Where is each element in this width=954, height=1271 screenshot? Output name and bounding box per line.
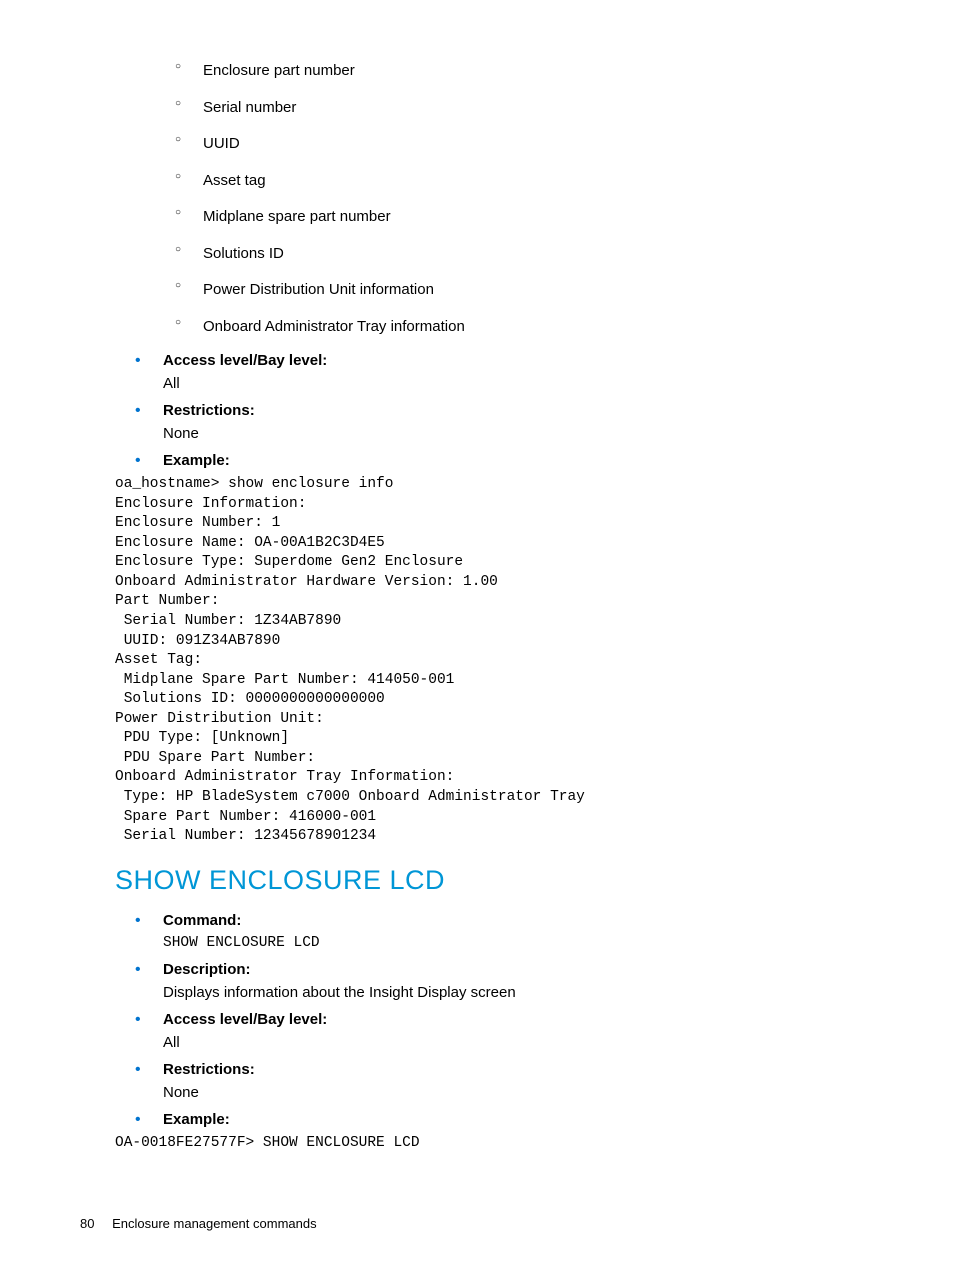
access-label: Access level/Bay level:	[163, 352, 874, 369]
restrictions-label: Restrictions:	[163, 402, 874, 419]
main-bullet-list-2: Command: SHOW ENCLOSURE LCD Description:…	[135, 912, 874, 1128]
list-item: Midplane spare part number	[175, 206, 874, 229]
main-bullet-list-1: Access level/Bay level: All Restrictions…	[135, 352, 874, 469]
list-item-access: Access level/Bay level: All	[135, 352, 874, 392]
list-item-access: Access level/Bay level: All	[135, 1011, 874, 1051]
restrictions-label-2: Restrictions:	[163, 1061, 874, 1078]
page-number: 80	[80, 1216, 94, 1231]
restrictions-value-2: None	[163, 1084, 874, 1101]
list-item-example: Example:	[135, 452, 874, 469]
footer-title: Enclosure management commands	[112, 1216, 317, 1231]
example-code-block-2: OA-0018FE27577F> SHOW ENCLOSURE LCD	[115, 1134, 874, 1154]
access-value-2: All	[163, 1034, 874, 1051]
description-value: Displays information about the Insight D…	[163, 984, 874, 1001]
example-code-block-1: oa_hostname> show enclosure info Enclosu…	[115, 475, 874, 847]
page-content: Enclosure part number Serial number UUID…	[115, 60, 874, 1153]
access-label-2: Access level/Bay level:	[163, 1011, 874, 1028]
description-label: Description:	[163, 961, 874, 978]
list-item-command: Command: SHOW ENCLOSURE LCD	[135, 912, 874, 951]
list-item-example: Example:	[135, 1111, 874, 1128]
command-label: Command:	[163, 912, 874, 929]
restrictions-value: None	[163, 425, 874, 442]
section-heading: SHOW ENCLOSURE LCD	[115, 865, 874, 896]
list-item-restrictions: Restrictions: None	[135, 402, 874, 442]
list-item-restrictions: Restrictions: None	[135, 1061, 874, 1101]
page-footer: 80 Enclosure management commands	[80, 1216, 317, 1231]
list-item-description: Description: Displays information about …	[135, 961, 874, 1001]
access-value: All	[163, 375, 874, 392]
list-item: Power Distribution Unit information	[175, 279, 874, 302]
example-label-2: Example:	[163, 1111, 874, 1128]
list-item: Onboard Administrator Tray information	[175, 316, 874, 339]
example-label: Example:	[163, 452, 874, 469]
list-item: Serial number	[175, 97, 874, 120]
list-item: Asset tag	[175, 170, 874, 193]
command-value: SHOW ENCLOSURE LCD	[163, 935, 874, 951]
sub-item-list: Enclosure part number Serial number UUID…	[175, 60, 874, 338]
list-item: Enclosure part number	[175, 60, 874, 83]
list-item: UUID	[175, 133, 874, 156]
list-item: Solutions ID	[175, 243, 874, 266]
